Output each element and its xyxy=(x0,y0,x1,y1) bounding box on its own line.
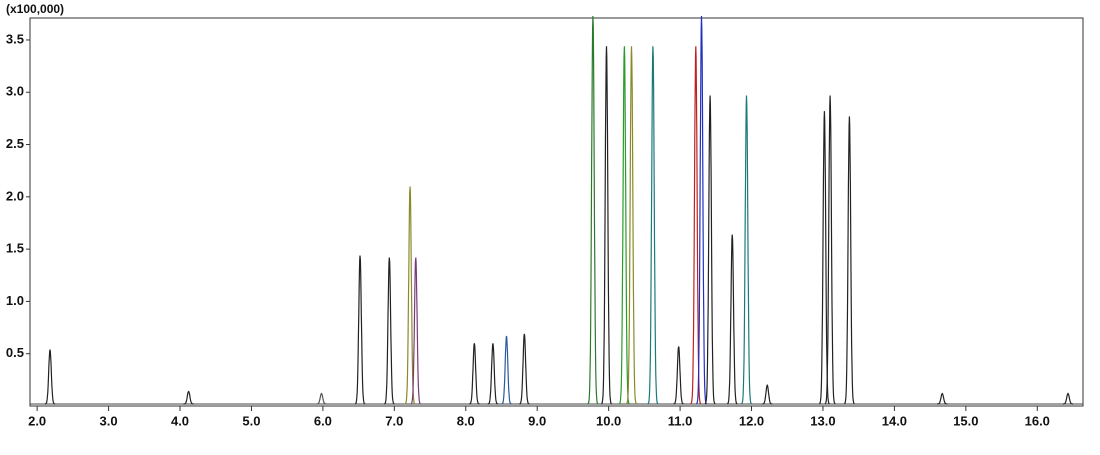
plot-frame xyxy=(29,17,1084,407)
x-tick-label: 16.0 xyxy=(1025,413,1050,428)
peak xyxy=(690,46,702,405)
y-tick-label: 3.5 xyxy=(6,31,24,46)
x-tick-label: 9.0 xyxy=(528,413,546,428)
x-tick-label: 14.0 xyxy=(882,413,907,428)
peak xyxy=(354,255,366,405)
y-axis-label: (x100,000) xyxy=(6,2,64,16)
peak xyxy=(696,15,707,405)
peak xyxy=(818,111,830,405)
peak xyxy=(704,95,716,405)
peak xyxy=(647,46,659,405)
peak xyxy=(741,95,752,405)
x-tick-label: 11.0 xyxy=(668,413,693,428)
y-tick-label: 2.0 xyxy=(6,188,24,203)
x-tick-label: 12.0 xyxy=(739,413,764,428)
x-tick-label: 8.0 xyxy=(457,413,475,428)
peak xyxy=(937,392,948,405)
x-tick-label: 7.0 xyxy=(385,413,403,428)
x-tick-label: 13.0 xyxy=(810,413,835,428)
peak xyxy=(44,349,56,405)
x-tick-label: 4.0 xyxy=(171,413,189,428)
peak xyxy=(384,257,395,405)
peak xyxy=(824,95,836,405)
y-tick-label: 2.5 xyxy=(6,136,24,151)
x-tick-label: 6.0 xyxy=(314,413,332,428)
x-tick-label: 2.0 xyxy=(28,413,46,428)
peak xyxy=(618,46,630,405)
peak xyxy=(601,46,612,405)
y-tick-label: 3.0 xyxy=(6,84,24,99)
y-tick-label: 0.5 xyxy=(6,345,24,360)
y-tick-label: 1.5 xyxy=(6,241,24,256)
peak xyxy=(501,335,512,405)
peak xyxy=(587,15,599,405)
y-tick-label: 1.0 xyxy=(6,293,24,308)
x-tick-label: 5.0 xyxy=(242,413,260,428)
x-tick-label: 3.0 xyxy=(100,413,118,428)
peak xyxy=(673,346,684,405)
peak xyxy=(519,333,530,405)
x-tick-label: 15.0 xyxy=(953,413,978,428)
x-tick-label: 10.0 xyxy=(596,413,621,428)
peak xyxy=(469,343,480,405)
peak xyxy=(404,186,416,405)
peak xyxy=(316,392,327,405)
peak xyxy=(410,257,422,405)
peak xyxy=(843,116,855,405)
peak xyxy=(626,46,637,405)
peak xyxy=(1062,392,1074,405)
peak xyxy=(762,384,773,405)
peak xyxy=(487,343,499,405)
peak xyxy=(726,234,738,405)
peak xyxy=(183,390,194,405)
